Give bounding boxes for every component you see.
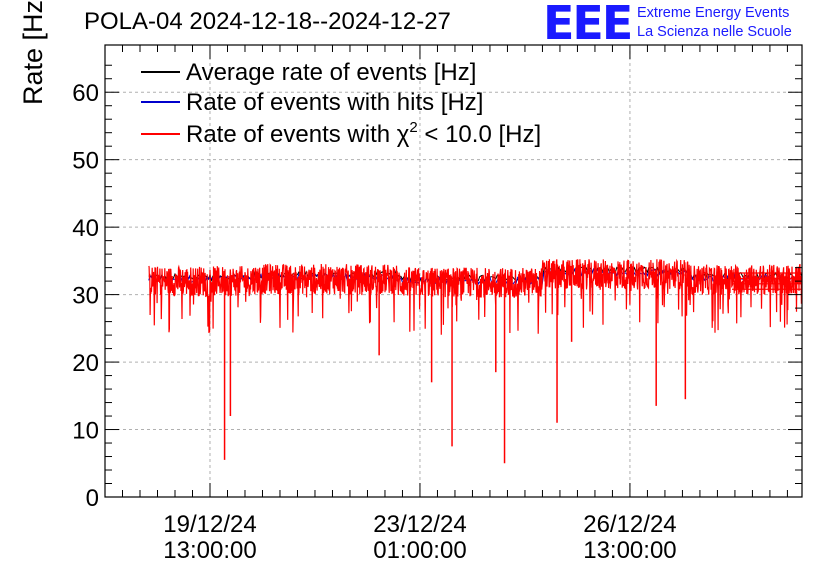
y-tick-label: 60 [72,80,99,107]
y-tick-label: 20 [72,350,99,377]
y-tick-label: 40 [72,215,99,242]
x-tick-label-date: 23/12/24 [373,511,466,538]
legend-label-chi2: Rate of events with χ2 < 10.0 [Hz] [186,119,541,148]
x-tick-label-time: 13:00:00 [163,537,256,564]
series-chi2 [148,258,803,335]
x-tick-label-date: 19/12/24 [163,511,256,538]
eee-logo: EEE [543,0,633,50]
x-tick-label-time: 01:00:00 [373,537,466,564]
y-tick-label: 30 [72,283,99,310]
plot-frame [104,44,803,498]
x-tick-label-date: 26/12/24 [583,511,676,538]
legend-label-average: Average rate of events [Hz] [186,59,476,86]
logo-caption: Extreme Energy Events La Scienza nelle S… [637,4,792,42]
legend-label-hits: Rate of events with hits [Hz] [186,89,483,116]
x-tick-label-time: 13:00:00 [583,537,676,564]
y-tick-label: 50 [72,148,99,175]
logo-caption-line2: La Scienza nelle Scuole [637,24,792,40]
y-tick-label: 0 [86,485,99,512]
chart-title: POLA-04 2024-12-18--2024-12-27 [84,8,451,35]
y-tick-label: 10 [72,418,99,445]
logo-caption-line1: Extreme Energy Events [637,5,790,21]
